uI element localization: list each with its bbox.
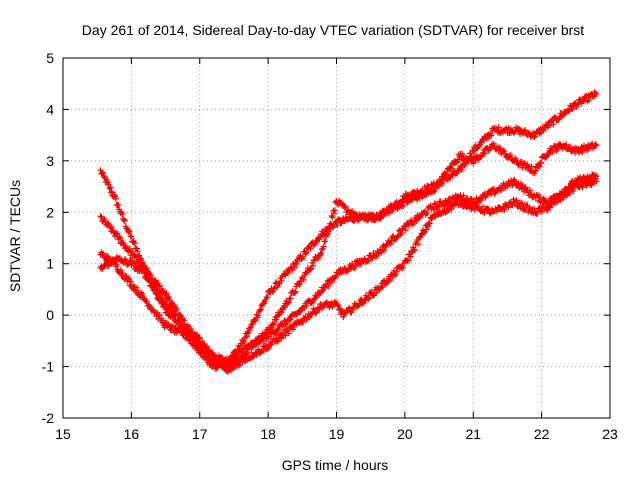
y-tick-label: 0 bbox=[46, 307, 54, 323]
grid bbox=[63, 58, 610, 418]
data-points bbox=[97, 89, 600, 375]
x-tick-label: 15 bbox=[55, 426, 71, 442]
y-tick-labels: -2 -1 0 1 2 3 4 5 bbox=[42, 50, 55, 426]
y-tick-label: -2 bbox=[42, 410, 55, 426]
y-tick-label: 1 bbox=[46, 256, 54, 272]
y-axis-label: SDTVAR / TECUs bbox=[7, 180, 23, 292]
plus-markers bbox=[97, 175, 600, 375]
series-track-3 bbox=[97, 171, 600, 372]
x-tick-label: 21 bbox=[465, 426, 481, 442]
plus-markers bbox=[97, 140, 600, 372]
x-tick-labels: 15 16 17 18 19 20 21 22 23 bbox=[55, 426, 618, 442]
plus-markers bbox=[97, 171, 600, 372]
y-tick-label: -1 bbox=[42, 359, 55, 375]
y-tick-label: 4 bbox=[46, 101, 54, 117]
y-tick-label: 2 bbox=[46, 204, 54, 220]
y-tick-label: 3 bbox=[46, 153, 54, 169]
x-tick-label: 22 bbox=[534, 426, 550, 442]
x-tick-label: 16 bbox=[124, 426, 140, 442]
y-tick-label: 5 bbox=[46, 50, 54, 66]
series-track-4 bbox=[97, 175, 600, 375]
x-tick-label: 17 bbox=[192, 426, 208, 442]
x-tick-label: 18 bbox=[260, 426, 276, 442]
series-track-2 bbox=[97, 140, 600, 372]
x-tick-label: 20 bbox=[397, 426, 413, 442]
x-tick-label: 23 bbox=[602, 426, 618, 442]
x-axis-label: GPS time / hours bbox=[282, 457, 389, 473]
ticks bbox=[62, 57, 611, 419]
x-tick-label: 19 bbox=[329, 426, 345, 442]
chart-title: Day 261 of 2014, Sidereal Day-to-day VTE… bbox=[82, 22, 584, 38]
